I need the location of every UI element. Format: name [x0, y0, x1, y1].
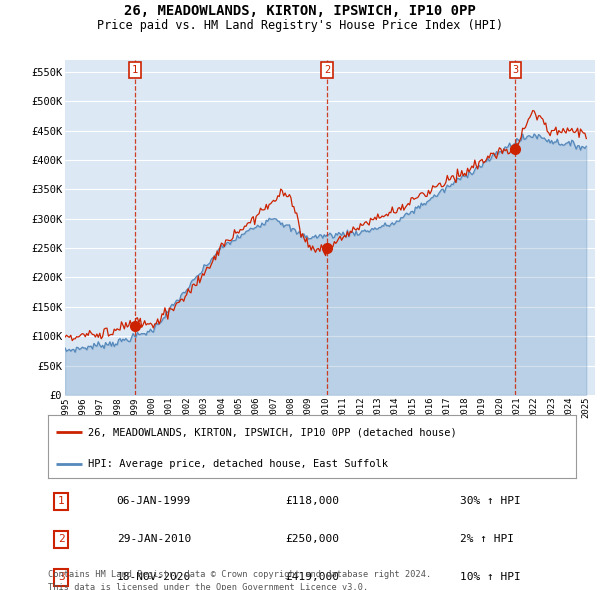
- Text: 3: 3: [512, 65, 518, 75]
- Text: 1: 1: [132, 65, 138, 75]
- Text: 3: 3: [58, 572, 65, 582]
- Text: HPI: Average price, detached house, East Suffolk: HPI: Average price, detached house, East…: [88, 459, 388, 469]
- Text: £419,000: £419,000: [285, 572, 339, 582]
- Text: 06-JAN-1999: 06-JAN-1999: [116, 496, 191, 506]
- Text: 26, MEADOWLANDS, KIRTON, IPSWICH, IP10 0PP (detached house): 26, MEADOWLANDS, KIRTON, IPSWICH, IP10 0…: [88, 427, 457, 437]
- Text: This data is licensed under the Open Government Licence v3.0.: This data is licensed under the Open Gov…: [48, 583, 368, 590]
- Text: Contains HM Land Registry data © Crown copyright and database right 2024.: Contains HM Land Registry data © Crown c…: [48, 570, 431, 579]
- Text: 1: 1: [58, 496, 65, 506]
- Text: 10% ↑ HPI: 10% ↑ HPI: [460, 572, 521, 582]
- Text: 18-NOV-2020: 18-NOV-2020: [116, 572, 191, 582]
- Text: Price paid vs. HM Land Registry's House Price Index (HPI): Price paid vs. HM Land Registry's House …: [97, 19, 503, 32]
- Text: £118,000: £118,000: [285, 496, 339, 506]
- Text: 2: 2: [324, 65, 330, 75]
- Text: 2% ↑ HPI: 2% ↑ HPI: [460, 535, 514, 545]
- Text: £250,000: £250,000: [285, 535, 339, 545]
- Text: 26, MEADOWLANDS, KIRTON, IPSWICH, IP10 0PP: 26, MEADOWLANDS, KIRTON, IPSWICH, IP10 0…: [124, 4, 476, 18]
- Text: 29-JAN-2010: 29-JAN-2010: [116, 535, 191, 545]
- Text: 2: 2: [58, 535, 65, 545]
- Text: 30% ↑ HPI: 30% ↑ HPI: [460, 496, 521, 506]
